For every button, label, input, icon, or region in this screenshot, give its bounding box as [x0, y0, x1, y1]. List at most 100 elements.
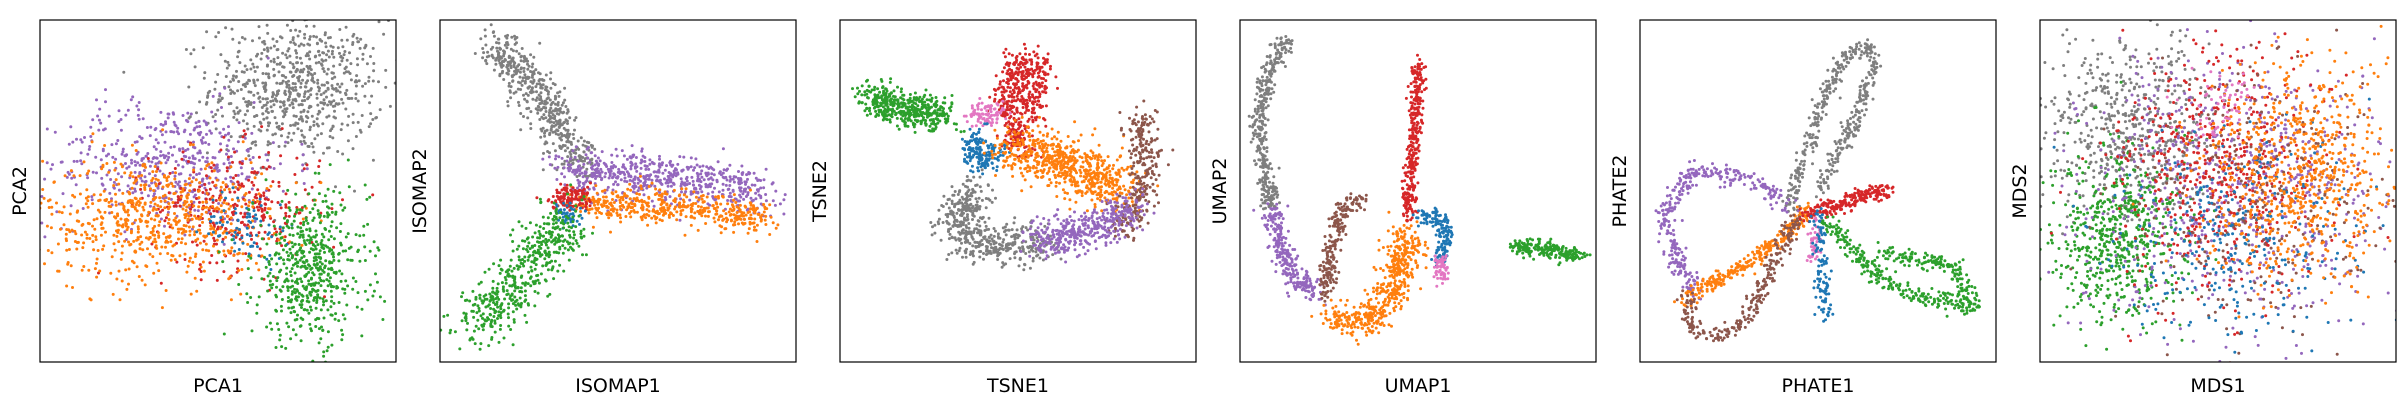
point	[531, 280, 535, 284]
point	[325, 278, 329, 282]
point	[611, 198, 614, 201]
point	[130, 161, 134, 165]
point	[594, 211, 598, 215]
point	[225, 220, 229, 224]
point	[485, 297, 489, 301]
point	[154, 240, 158, 244]
point	[708, 182, 712, 186]
point	[266, 101, 269, 104]
point	[330, 202, 334, 206]
point	[521, 239, 524, 243]
point	[561, 101, 565, 105]
point	[316, 81, 320, 85]
point	[562, 222, 566, 226]
point	[288, 86, 292, 90]
point	[556, 269, 560, 273]
point	[265, 257, 269, 261]
point	[706, 214, 710, 218]
point	[474, 297, 478, 301]
point	[322, 247, 326, 250]
point	[123, 230, 127, 234]
point	[324, 228, 328, 231]
point	[525, 320, 529, 324]
point	[238, 228, 241, 231]
point	[764, 193, 768, 196]
point	[198, 133, 202, 137]
point	[658, 197, 662, 201]
point	[85, 233, 89, 237]
point	[94, 155, 98, 159]
point	[255, 242, 259, 246]
point	[283, 111, 287, 115]
point	[282, 262, 286, 266]
point	[636, 189, 640, 193]
point	[512, 63, 516, 67]
point	[598, 171, 602, 175]
point	[226, 132, 230, 136]
point	[546, 261, 549, 265]
point	[332, 189, 336, 193]
point	[295, 298, 299, 302]
point	[539, 97, 543, 101]
point	[332, 245, 336, 249]
point	[542, 222, 546, 226]
point	[507, 268, 511, 272]
point	[320, 63, 324, 67]
point	[336, 89, 340, 93]
point	[322, 300, 326, 304]
point	[239, 166, 243, 170]
point	[177, 237, 180, 241]
point	[658, 165, 662, 169]
point	[251, 205, 255, 209]
point	[544, 106, 548, 110]
point	[724, 183, 728, 187]
point	[268, 279, 272, 283]
point	[303, 188, 307, 192]
point	[233, 230, 237, 234]
point	[302, 254, 306, 258]
point	[554, 154, 558, 158]
point	[530, 75, 534, 79]
point	[201, 248, 205, 252]
point	[232, 109, 236, 113]
point	[658, 162, 661, 166]
point	[278, 225, 282, 229]
point	[220, 190, 224, 194]
point	[271, 109, 274, 113]
point	[526, 282, 530, 286]
point	[255, 205, 259, 209]
point	[574, 239, 578, 243]
point	[655, 192, 659, 195]
point	[332, 255, 335, 259]
point	[118, 298, 122, 302]
point	[57, 269, 61, 273]
point	[553, 166, 557, 170]
point	[249, 67, 253, 71]
point	[513, 42, 517, 46]
point	[511, 49, 515, 53]
point	[633, 204, 637, 208]
point	[257, 96, 261, 100]
point	[505, 41, 509, 44]
point	[279, 268, 283, 272]
point	[312, 120, 316, 124]
point	[270, 235, 274, 239]
point	[621, 198, 625, 202]
point	[260, 237, 264, 241]
point	[315, 35, 318, 39]
point	[643, 182, 647, 186]
point	[675, 218, 679, 222]
point	[658, 178, 662, 182]
point	[273, 116, 277, 120]
point	[363, 183, 367, 187]
point	[173, 258, 177, 262]
point	[235, 118, 239, 122]
point	[99, 233, 103, 237]
point	[45, 224, 49, 228]
point	[354, 92, 358, 96]
point	[552, 121, 556, 125]
point	[281, 79, 285, 83]
point	[629, 206, 633, 210]
point	[173, 243, 177, 247]
point	[175, 130, 179, 134]
